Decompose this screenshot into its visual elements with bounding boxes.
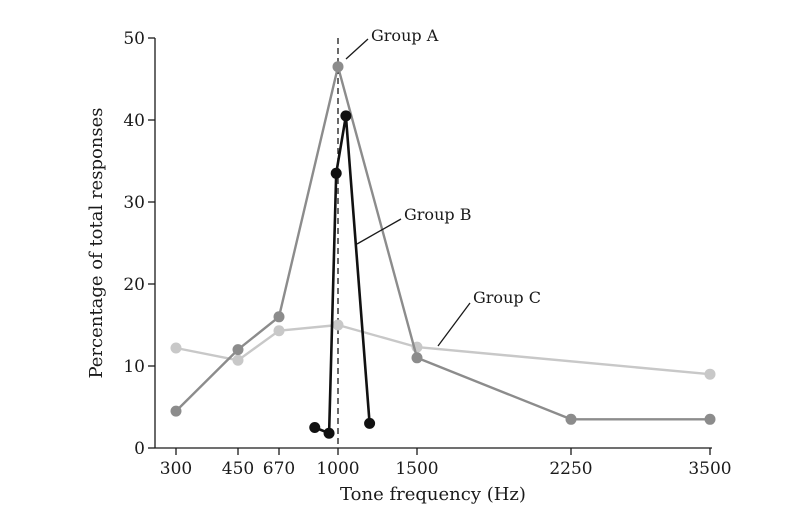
y-tick-label: 50: [123, 29, 145, 49]
group-b-leader-line: [356, 218, 402, 245]
group-a-point: [273, 311, 285, 323]
group-b-series: [309, 110, 376, 439]
group-a-point: [565, 413, 577, 425]
x-axis-ticks: 300 450 670 1000 1500 2250 3500: [160, 448, 732, 479]
x-tick-label: 2250: [549, 459, 592, 479]
group-c-point: [170, 342, 182, 354]
y-tick-label: 40: [123, 111, 145, 131]
group-c-line: [175, 323, 711, 376]
group-a-annotation: Group A: [371, 26, 439, 45]
group-a-point: [232, 344, 244, 356]
y-tick-label: 20: [123, 275, 145, 295]
group-a-leader-line: [345, 38, 369, 60]
group-b-point: [364, 417, 376, 429]
x-axis-title: Tone frequency (Hz): [340, 484, 526, 505]
y-tick-label: 10: [123, 357, 145, 377]
group-b-point: [309, 422, 321, 433]
group-a-point: [332, 61, 344, 73]
group-b-point: [340, 110, 352, 122]
group-a-point: [411, 352, 423, 364]
group-a-series: [170, 61, 716, 425]
series-layer: [170, 61, 716, 439]
group-a-point: [170, 405, 182, 417]
y-tick-label: 0: [134, 439, 145, 459]
group-c-point: [273, 325, 285, 337]
x-tick-label: 450: [222, 459, 254, 479]
x-tick-label: 1000: [316, 459, 359, 479]
group-c-leader-line: [437, 302, 471, 347]
group-a-point: [704, 413, 716, 425]
group-b-point: [323, 427, 335, 439]
x-tick-label: 670: [263, 459, 295, 479]
x-tick-label: 1500: [395, 459, 438, 479]
group-b-line: [314, 114, 371, 435]
group-b-annotation: Group B: [404, 205, 471, 224]
group-c-point: [332, 319, 344, 331]
group-b-point: [330, 167, 342, 179]
x-tick-label: 3500: [688, 459, 731, 479]
group-c-annotation: Group C: [473, 288, 541, 307]
y-tick-label: 30: [123, 193, 145, 213]
y-axis-ticks: 0 10 20 30 40 50: [123, 29, 155, 459]
y-axis-title: Percentage of total responses: [86, 107, 107, 378]
group-c-series: [170, 319, 716, 380]
x-tick-label: 300: [160, 459, 192, 479]
group-c-point: [232, 354, 244, 366]
group-c-point: [704, 368, 716, 380]
